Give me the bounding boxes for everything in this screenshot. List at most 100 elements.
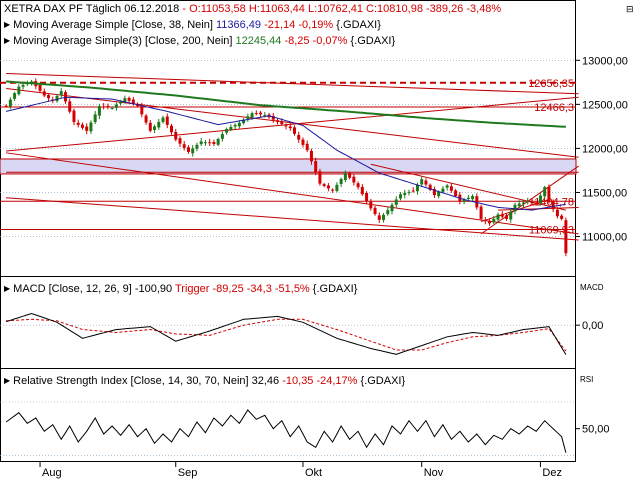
ma200-value: 12245,44 bbox=[235, 35, 282, 47]
candle-body bbox=[93, 114, 97, 123]
ma200-line bbox=[6, 80, 566, 128]
candle-body bbox=[543, 187, 547, 197]
corner-marker[interactable]: ⊟ bbox=[626, 5, 634, 15]
candle-body bbox=[68, 101, 72, 112]
candle-body bbox=[309, 150, 313, 162]
candle-body bbox=[153, 126, 157, 130]
candle-body bbox=[373, 207, 377, 215]
candle-body bbox=[449, 186, 453, 191]
trendline bbox=[480, 165, 579, 235]
candle-body bbox=[165, 116, 169, 125]
x-tick-label: Aug bbox=[42, 467, 62, 479]
candle-body bbox=[505, 215, 509, 219]
candle-body bbox=[331, 189, 335, 191]
candle-body bbox=[131, 99, 135, 104]
candle-body bbox=[254, 113, 258, 115]
price-tick-label: 13000,00 bbox=[582, 55, 628, 67]
price-header-row1: XETRA DAX PF Täglich 06.12.2018 - O:1105… bbox=[4, 3, 501, 16]
macd-trigger: Trigger -89,25 -34,3 -51,5% bbox=[175, 283, 310, 295]
candle-body bbox=[106, 105, 110, 108]
candle-body bbox=[530, 202, 534, 204]
candle-body bbox=[538, 195, 542, 203]
candle-body bbox=[496, 214, 500, 220]
candle-body bbox=[4, 105, 8, 107]
candle-body bbox=[394, 199, 398, 205]
candle-body bbox=[407, 191, 411, 193]
candle-body bbox=[161, 117, 165, 122]
ma200-change: -8,25 -0,07% bbox=[284, 35, 348, 47]
x-axis: Aug Sep Okt Nov Dez bbox=[39, 462, 562, 479]
price-header-row3: ▶ Moving Average Simple(3) [Close, 200, N… bbox=[4, 34, 395, 48]
candle-body bbox=[38, 84, 42, 91]
macd-tick-label: 0,00 bbox=[582, 320, 603, 332]
candle-body bbox=[314, 161, 318, 173]
macd-trigger-line bbox=[6, 318, 567, 352]
candle-body bbox=[114, 104, 118, 108]
ohlc-prefix: - bbox=[182, 3, 187, 15]
candle-body bbox=[203, 142, 207, 144]
candle-body bbox=[382, 214, 386, 221]
candle-body bbox=[85, 126, 89, 131]
candle-body bbox=[276, 120, 280, 122]
candle-body bbox=[534, 202, 538, 204]
price-panel: 13000,00 12500,00 12000,00 11500,00 11000,00… bbox=[0, 55, 628, 257]
candle-body bbox=[42, 91, 46, 96]
candle-body bbox=[352, 176, 356, 183]
candle-body bbox=[199, 141, 203, 145]
candle-body bbox=[492, 218, 496, 223]
ma-toggle-icon[interactable]: ▶ bbox=[4, 36, 11, 45]
candle-body bbox=[208, 142, 212, 144]
ohlc-values: O:11053,58 H:11063,44 L:10762,41 C:10810… bbox=[189, 3, 502, 15]
candle-body bbox=[47, 95, 51, 99]
candle-body bbox=[488, 221, 492, 224]
candle-body bbox=[170, 125, 174, 133]
macd-header: ▶ MACD [Close, 12, 26, 9] -100,90 Trigger… bbox=[4, 282, 357, 296]
candle-body bbox=[195, 144, 199, 149]
candle-body bbox=[386, 210, 390, 215]
ma38-line bbox=[5, 96, 566, 211]
candle-body bbox=[343, 173, 347, 181]
candle-body bbox=[191, 148, 195, 154]
candle-body bbox=[246, 116, 250, 119]
candle-body bbox=[411, 190, 415, 192]
candle-body bbox=[174, 131, 178, 140]
candle-body bbox=[220, 134, 224, 139]
candle-body bbox=[432, 189, 436, 196]
candle-body bbox=[318, 171, 322, 184]
candle-body bbox=[526, 201, 530, 203]
candle-body bbox=[237, 122, 241, 127]
candle-body bbox=[365, 192, 369, 202]
candle-body bbox=[144, 115, 148, 123]
candle-body bbox=[517, 203, 521, 207]
rsi-axis-title: RSI bbox=[580, 375, 593, 384]
candle-body bbox=[288, 126, 292, 129]
candle-body bbox=[284, 125, 288, 127]
ma38-symbol: {.GDAXI} bbox=[336, 19, 381, 31]
candle-body bbox=[403, 193, 407, 196]
candle-body bbox=[17, 86, 21, 95]
candle-body bbox=[263, 114, 267, 116]
candle-body bbox=[521, 202, 525, 204]
ma38-change: -21,14 -0,19% bbox=[264, 19, 334, 31]
macd-toggle-icon[interactable]: ▶ bbox=[4, 284, 11, 293]
candle-body bbox=[186, 147, 190, 152]
candle-body bbox=[445, 185, 449, 188]
candle-body bbox=[292, 127, 296, 134]
candle-body bbox=[555, 209, 559, 217]
candle-body bbox=[212, 142, 216, 144]
candle-body bbox=[97, 106, 101, 116]
candle-body bbox=[242, 119, 246, 124]
rsi-toggle-icon[interactable]: ▶ bbox=[4, 376, 11, 385]
candle-body bbox=[76, 122, 80, 125]
candle-body bbox=[420, 179, 424, 185]
candle-body bbox=[564, 220, 568, 254]
ma38-value: 11366,49 bbox=[215, 19, 262, 31]
ma-toggle-icon[interactable]: ▶ bbox=[4, 20, 11, 29]
candle-body bbox=[157, 121, 161, 128]
candle-body bbox=[280, 121, 284, 125]
candle-body bbox=[360, 186, 364, 195]
candle-body bbox=[475, 196, 479, 208]
ma38-label: Moving Average Simple [Close, 38, Nein] bbox=[13, 19, 213, 31]
candle-body bbox=[513, 204, 517, 212]
candle-body bbox=[102, 106, 106, 108]
